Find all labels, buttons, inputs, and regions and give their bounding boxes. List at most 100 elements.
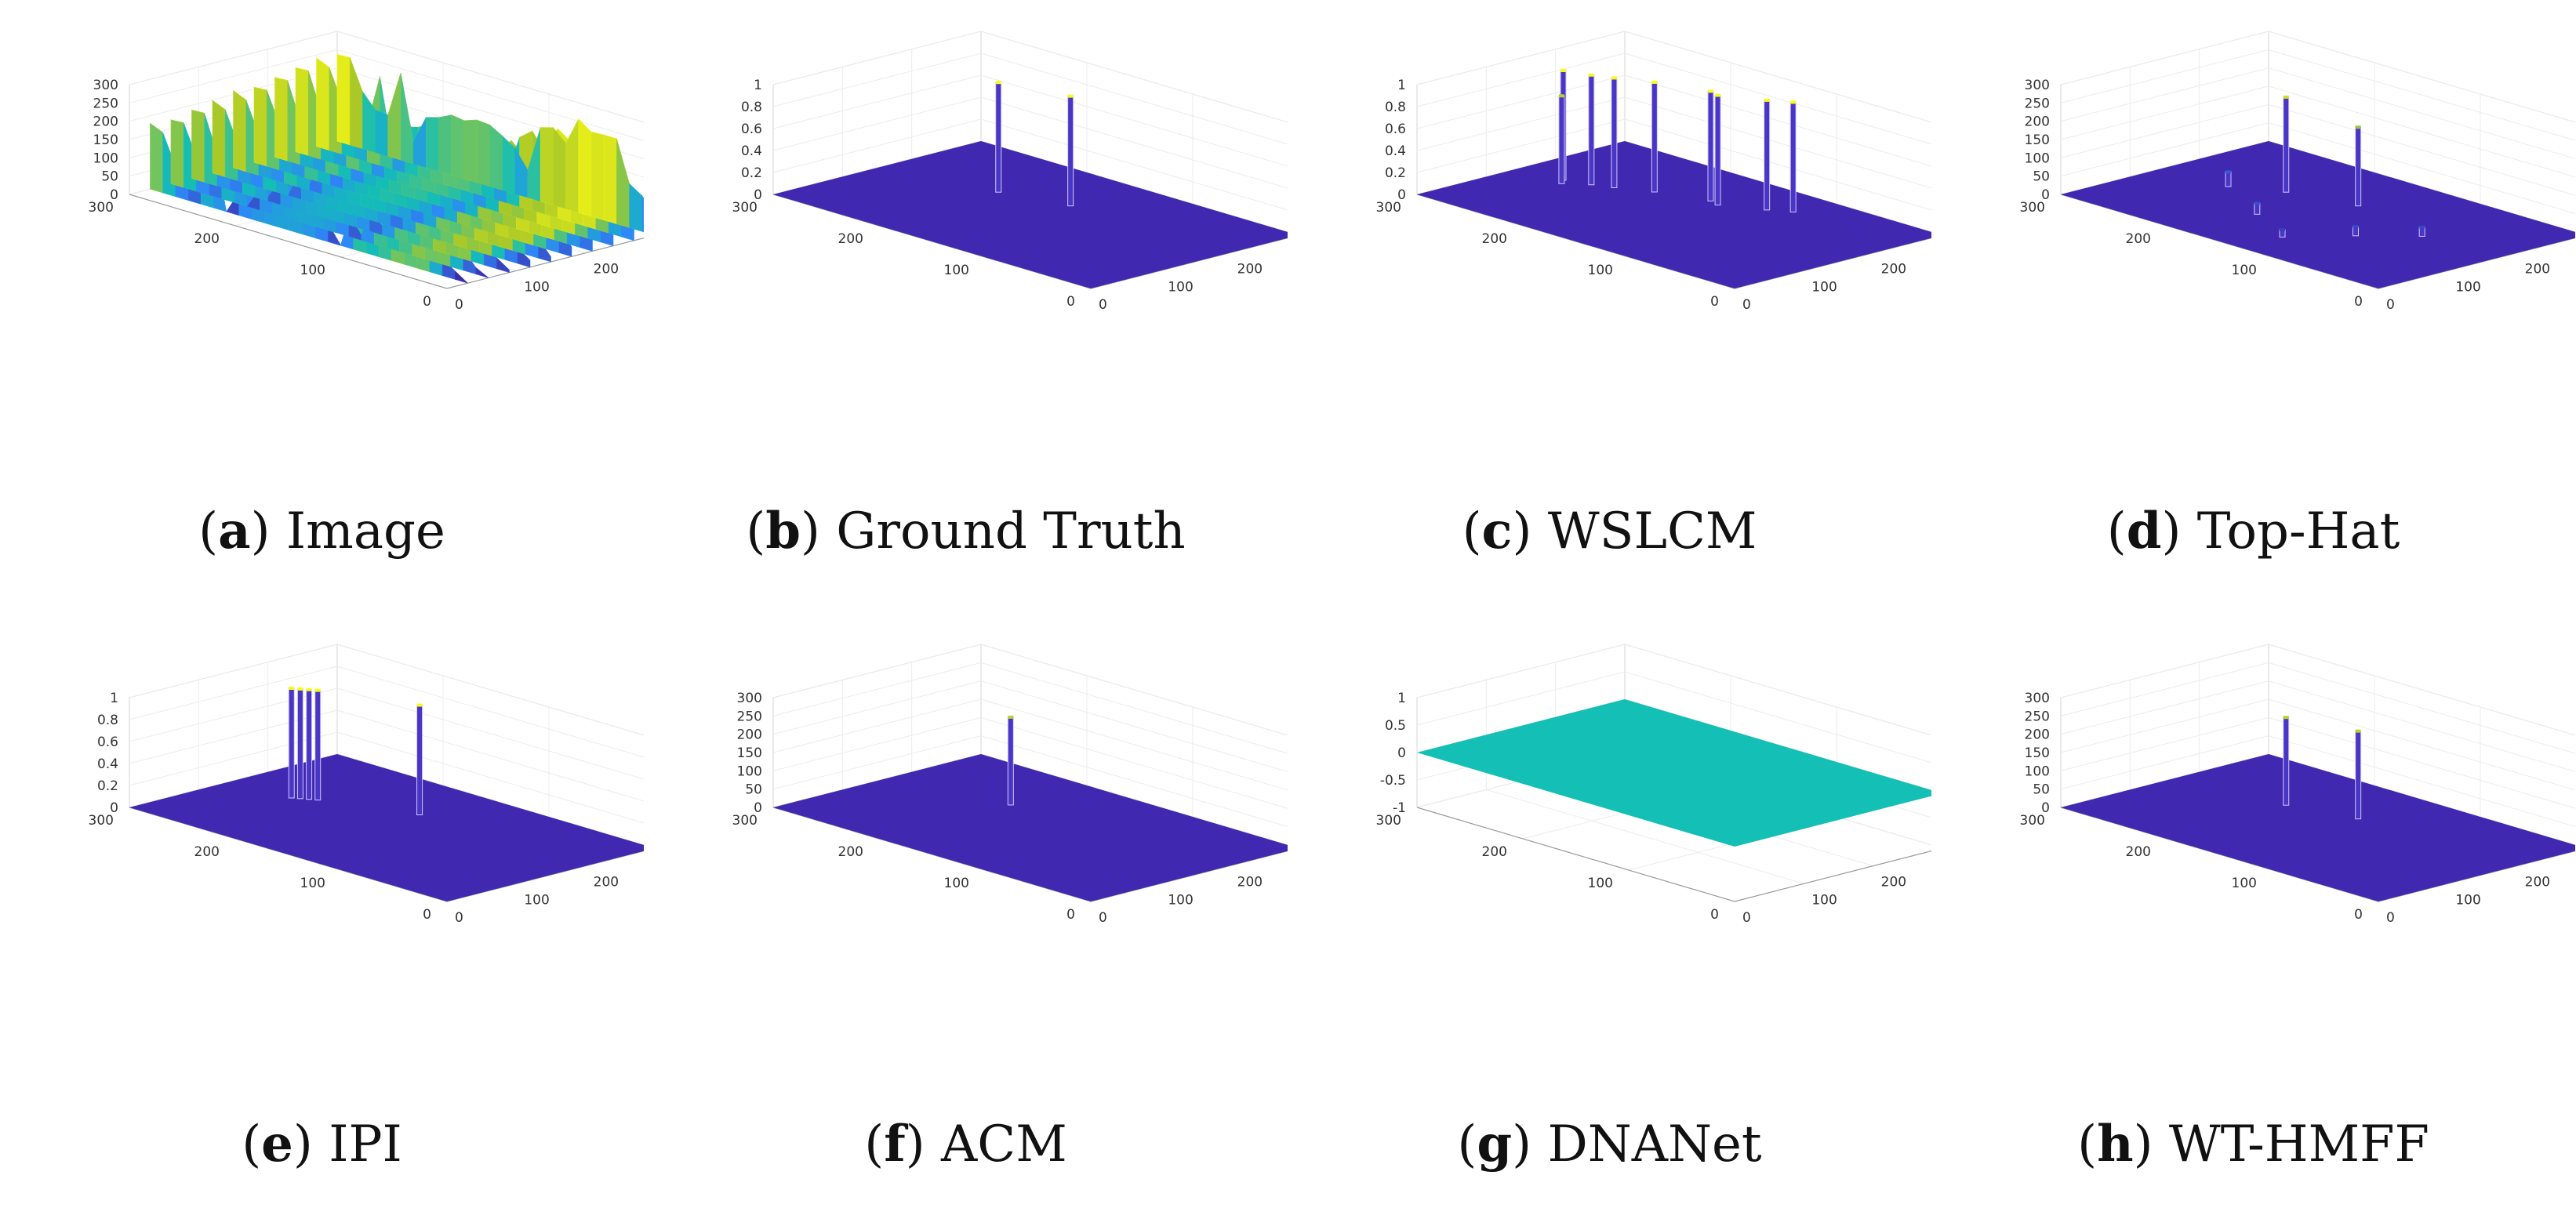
surface-plot-ground-truth: 00.20.40.60.8130020010000100200300 bbox=[732, 31, 1288, 313]
z-tick-label: 0.8 bbox=[97, 713, 118, 728]
peak-column bbox=[1588, 74, 1595, 186]
z-gridline bbox=[980, 74, 1288, 167]
surface-peak bbox=[2283, 95, 2290, 193]
axis-edge bbox=[980, 31, 1288, 123]
z-gridline bbox=[1416, 53, 1626, 107]
z-tick-label: 0.6 bbox=[741, 122, 762, 137]
surface-peak bbox=[2355, 125, 2362, 207]
x-tick-label: 100 bbox=[524, 892, 549, 908]
y-axis-line bbox=[1734, 850, 1931, 902]
surface-peak bbox=[2279, 228, 2286, 238]
surface-plot-wslcm: 00.20.40.60.8130020010000100200300 bbox=[1376, 31, 1931, 313]
z-tick-label: 300 bbox=[2025, 78, 2050, 93]
x-tick-label: 0 bbox=[1099, 910, 1107, 926]
x-tick-label: 100 bbox=[2455, 279, 2480, 295]
peak-column bbox=[2283, 96, 2290, 193]
surface-plot-image: 05010015020025030030020010000100200300 bbox=[89, 31, 644, 313]
surface-peak bbox=[2254, 201, 2261, 215]
z-gridline bbox=[2268, 662, 2575, 754]
z-gridline bbox=[772, 716, 982, 771]
surface-peak bbox=[1707, 89, 1714, 201]
z-gridline bbox=[772, 680, 982, 735]
x-tick-label: 0 bbox=[455, 910, 463, 926]
x-tick-label: 200 bbox=[594, 262, 619, 277]
z-tick-label: -0.5 bbox=[1380, 773, 1406, 789]
surface-patch bbox=[191, 109, 205, 183]
z-gridline bbox=[2268, 735, 2575, 828]
z-tick-label: 0.4 bbox=[741, 143, 762, 159]
z-gridline bbox=[2060, 644, 2269, 698]
z-gridline bbox=[2060, 31, 2269, 85]
z-gridline bbox=[1624, 31, 1931, 123]
z-gridline bbox=[2060, 662, 2269, 716]
y-tick-label: 300 bbox=[1376, 200, 1401, 216]
surface-patch bbox=[274, 77, 289, 161]
z-gridline bbox=[336, 709, 644, 802]
x-tick-label: 200 bbox=[2525, 262, 2550, 277]
y-tick-label: 0 bbox=[1710, 294, 1719, 310]
peak-cap bbox=[1067, 94, 1074, 98]
x-tick-label: 100 bbox=[1168, 279, 1193, 295]
plot-e: 00.20.40.60.8130020010000100200300 bbox=[0, 613, 644, 1091]
x-tick-label: 200 bbox=[1237, 875, 1263, 890]
y-tick-label: 0 bbox=[1710, 907, 1719, 923]
z-gridline bbox=[2268, 31, 2575, 123]
y-tick-label: 300 bbox=[2020, 813, 2045, 829]
z-tick-label: 50 bbox=[2033, 169, 2050, 185]
x-tick-label: 0 bbox=[2386, 297, 2395, 313]
z-gridline bbox=[336, 31, 644, 123]
z-gridline bbox=[2060, 735, 2269, 790]
y-tick-label: 0 bbox=[2354, 294, 2363, 310]
plot-g: -1-0.500.5130020010000100200300 bbox=[1288, 613, 1931, 1091]
z-tick-label: 0.4 bbox=[97, 756, 118, 772]
z-gridline bbox=[772, 735, 982, 790]
z-gridline bbox=[980, 118, 1288, 211]
y-tick-label: 0 bbox=[1066, 294, 1075, 310]
peak-column bbox=[995, 82, 1002, 193]
peak-cap bbox=[1558, 94, 1564, 98]
y-tick-label: 100 bbox=[2232, 876, 2257, 891]
z-tick-label: 0.5 bbox=[1385, 718, 1406, 734]
plot-h: 05010015020025030030020010000100200300 bbox=[1931, 613, 2575, 1091]
y-tick-label: 200 bbox=[194, 844, 220, 860]
caption-d: (d) Top-Hat bbox=[2106, 502, 2400, 560]
surface-plot-acm: 05010015020025030030020010000100200300 bbox=[732, 644, 1288, 926]
z-gridline bbox=[2060, 680, 2269, 735]
peak-cap bbox=[2353, 225, 2359, 229]
surface-patch bbox=[616, 138, 630, 228]
z-gridline bbox=[2268, 716, 2575, 809]
peak-column bbox=[1007, 716, 1014, 806]
y-tick-label: 200 bbox=[194, 231, 220, 247]
surface-patch bbox=[400, 72, 414, 165]
z-tick-label: 1 bbox=[1397, 691, 1406, 706]
surface-patch bbox=[565, 118, 580, 213]
peak-cap bbox=[1651, 80, 1658, 84]
z-tick-label: 100 bbox=[2025, 151, 2050, 166]
peak-column bbox=[1714, 95, 1721, 206]
z-tick-label: 0.2 bbox=[1385, 165, 1406, 181]
z-tick-label: 50 bbox=[745, 782, 762, 798]
z-tick-label: 0 bbox=[1397, 187, 1406, 203]
z-gridline bbox=[2060, 103, 2269, 158]
y-tick-label: 100 bbox=[300, 876, 325, 891]
z-gridline bbox=[2060, 122, 2269, 177]
surface-floor bbox=[1417, 699, 1931, 847]
surface-patch bbox=[387, 72, 401, 161]
z-gridline bbox=[129, 666, 338, 720]
z-tick-label: 200 bbox=[93, 114, 118, 130]
y-tick-label: 300 bbox=[1376, 813, 1401, 829]
panel-g: -1-0.500.5130020010000100200300 (g) DNAN… bbox=[1288, 613, 1931, 1226]
peak-cap bbox=[1708, 89, 1713, 93]
z-gridline bbox=[980, 31, 1288, 123]
z-tick-label: -1 bbox=[1393, 800, 1406, 816]
surface-peak bbox=[1588, 73, 1595, 186]
surface-patch bbox=[578, 118, 592, 217]
panel-b: 00.20.40.60.8130020010000100200300 (b) G… bbox=[644, 0, 1288, 613]
panel-a: 05010015020025030030020010000100200300 (… bbox=[0, 0, 644, 613]
plot-b: 00.20.40.60.8130020010000100200300 bbox=[644, 0, 1288, 478]
z-gridline bbox=[2060, 67, 2269, 122]
panel-e: 00.20.40.60.8130020010000100200300 (e) I… bbox=[0, 613, 644, 1226]
surface-patch bbox=[463, 119, 478, 183]
surface-peak bbox=[2355, 729, 2362, 820]
peak-column bbox=[2355, 731, 2362, 820]
